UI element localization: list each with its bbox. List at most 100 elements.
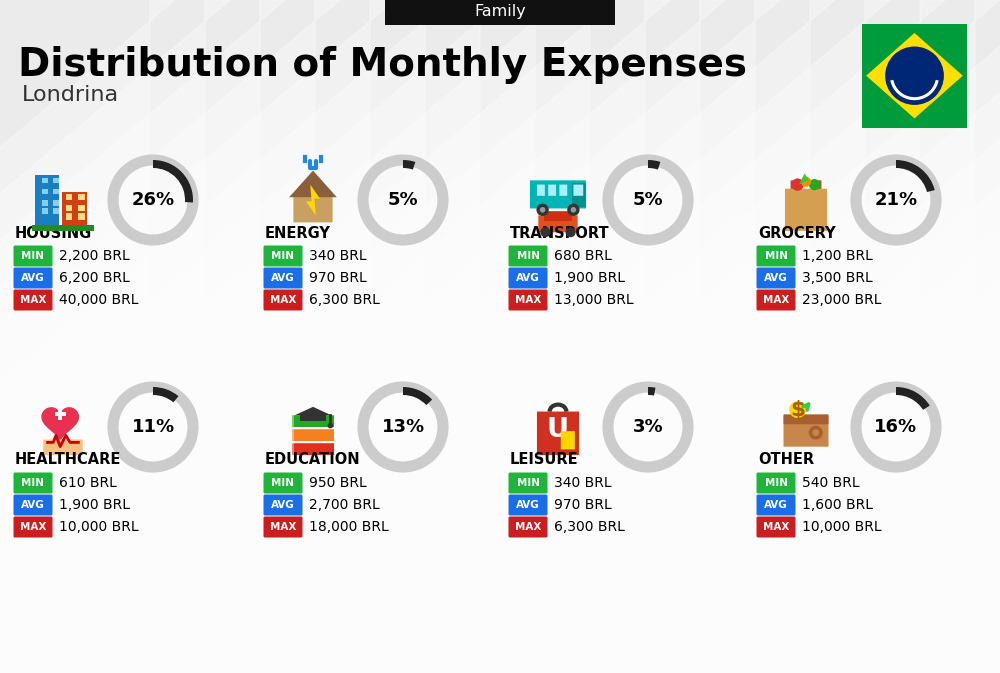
- FancyBboxPatch shape: [509, 289, 548, 310]
- Wedge shape: [153, 387, 178, 402]
- FancyBboxPatch shape: [757, 267, 796, 289]
- FancyBboxPatch shape: [548, 184, 556, 196]
- Text: EDUCATION: EDUCATION: [265, 452, 361, 468]
- Polygon shape: [42, 408, 78, 441]
- Text: MAX: MAX: [763, 295, 789, 305]
- Bar: [292, 415, 294, 427]
- Text: 540 BRL: 540 BRL: [802, 476, 860, 490]
- Wedge shape: [648, 387, 655, 396]
- Circle shape: [571, 207, 576, 213]
- Text: 970 BRL: 970 BRL: [309, 271, 367, 285]
- Circle shape: [885, 46, 944, 105]
- Bar: [35, 175, 59, 225]
- Bar: [300, 413, 326, 421]
- Bar: [62, 192, 87, 231]
- Text: AVG: AVG: [271, 500, 295, 510]
- FancyBboxPatch shape: [791, 180, 799, 189]
- Bar: [53, 189, 59, 194]
- FancyBboxPatch shape: [785, 188, 827, 231]
- Bar: [58, 409, 62, 420]
- Bar: [78, 194, 85, 200]
- Polygon shape: [293, 175, 333, 222]
- Text: 2,200 BRL: 2,200 BRL: [59, 249, 130, 263]
- Text: MIN: MIN: [516, 478, 540, 488]
- Text: Londrina: Londrina: [22, 85, 119, 105]
- Polygon shape: [289, 170, 337, 197]
- Text: 610 BRL: 610 BRL: [59, 476, 117, 490]
- Wedge shape: [403, 387, 432, 405]
- Circle shape: [789, 401, 806, 418]
- FancyBboxPatch shape: [385, 0, 615, 25]
- FancyBboxPatch shape: [14, 289, 52, 310]
- FancyBboxPatch shape: [784, 416, 828, 447]
- Text: Distribution of Monthly Expenses: Distribution of Monthly Expenses: [18, 46, 747, 84]
- Circle shape: [536, 204, 549, 216]
- FancyBboxPatch shape: [757, 246, 796, 267]
- Text: 2,700 BRL: 2,700 BRL: [309, 498, 380, 512]
- Text: 6,300 BRL: 6,300 BRL: [309, 293, 380, 307]
- FancyBboxPatch shape: [813, 180, 821, 189]
- Circle shape: [328, 423, 333, 429]
- Text: 1,900 BRL: 1,900 BRL: [554, 271, 625, 285]
- FancyBboxPatch shape: [264, 289, 302, 310]
- Bar: [42, 178, 48, 183]
- Text: AVG: AVG: [21, 273, 45, 283]
- Text: 950 BRL: 950 BRL: [309, 476, 367, 490]
- FancyBboxPatch shape: [572, 183, 586, 207]
- Circle shape: [540, 207, 545, 213]
- Wedge shape: [153, 160, 193, 203]
- Bar: [66, 205, 72, 211]
- Circle shape: [812, 429, 819, 436]
- Text: ENERGY: ENERGY: [265, 225, 331, 240]
- Polygon shape: [799, 174, 809, 184]
- Bar: [66, 194, 72, 200]
- Polygon shape: [866, 33, 963, 118]
- FancyBboxPatch shape: [292, 415, 334, 427]
- FancyBboxPatch shape: [264, 472, 302, 493]
- Text: MAX: MAX: [20, 522, 46, 532]
- Text: $: $: [790, 400, 805, 420]
- Text: 11%: 11%: [131, 418, 175, 436]
- FancyBboxPatch shape: [264, 267, 302, 289]
- Text: 1,200 BRL: 1,200 BRL: [802, 249, 873, 263]
- FancyBboxPatch shape: [757, 516, 796, 538]
- FancyBboxPatch shape: [43, 439, 83, 455]
- Text: HOUSING: HOUSING: [15, 225, 92, 240]
- Text: 26%: 26%: [131, 191, 175, 209]
- FancyBboxPatch shape: [14, 516, 52, 538]
- Text: MAX: MAX: [20, 295, 46, 305]
- Text: AVG: AVG: [764, 500, 788, 510]
- FancyBboxPatch shape: [264, 246, 302, 267]
- FancyBboxPatch shape: [538, 215, 578, 232]
- Text: 5%: 5%: [633, 191, 663, 209]
- Text: 13,000 BRL: 13,000 BRL: [554, 293, 634, 307]
- FancyBboxPatch shape: [559, 184, 567, 196]
- FancyBboxPatch shape: [544, 211, 572, 221]
- Text: MIN: MIN: [272, 251, 294, 261]
- Text: MIN: MIN: [272, 478, 294, 488]
- Text: TRANSPORT: TRANSPORT: [510, 225, 610, 240]
- Text: U: U: [547, 417, 569, 443]
- FancyBboxPatch shape: [14, 495, 52, 516]
- FancyBboxPatch shape: [537, 184, 545, 196]
- Circle shape: [801, 177, 811, 187]
- FancyBboxPatch shape: [292, 444, 334, 455]
- Wedge shape: [403, 160, 415, 170]
- Wedge shape: [648, 160, 660, 170]
- Text: MIN: MIN: [516, 251, 540, 261]
- FancyBboxPatch shape: [264, 516, 302, 538]
- Bar: [78, 213, 85, 219]
- Text: AVG: AVG: [21, 500, 45, 510]
- Text: 13%: 13%: [381, 418, 425, 436]
- Text: HEALTHCARE: HEALTHCARE: [15, 452, 121, 468]
- Text: 6,200 BRL: 6,200 BRL: [59, 271, 130, 285]
- Text: MAX: MAX: [270, 295, 296, 305]
- Bar: [53, 200, 59, 205]
- FancyBboxPatch shape: [573, 184, 583, 196]
- Bar: [55, 413, 66, 417]
- Bar: [53, 209, 59, 214]
- Text: MIN: MIN: [765, 478, 788, 488]
- FancyBboxPatch shape: [264, 495, 302, 516]
- Text: 3,500 BRL: 3,500 BRL: [802, 271, 873, 285]
- Text: 16%: 16%: [874, 418, 918, 436]
